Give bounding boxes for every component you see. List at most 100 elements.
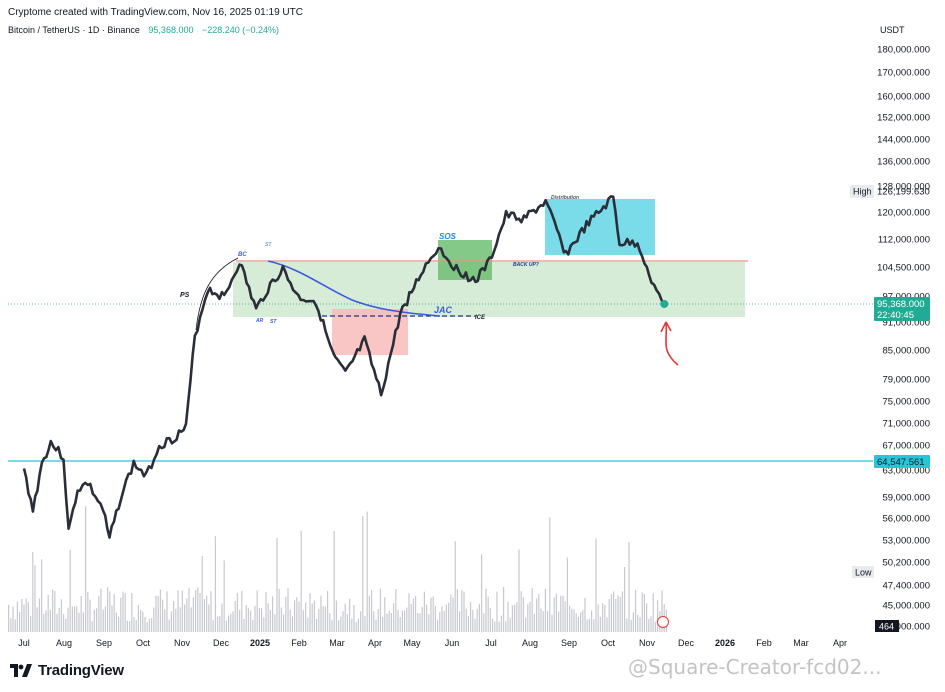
volume-bar bbox=[522, 597, 524, 632]
time-tick-label: Jun bbox=[445, 638, 460, 648]
volume-bar bbox=[146, 622, 148, 632]
tradingview-logo[interactable]: TradingView bbox=[10, 662, 124, 679]
volume-bar bbox=[175, 608, 177, 632]
volume-bar bbox=[100, 588, 102, 632]
support-level-tag bbox=[874, 455, 930, 468]
volume-bar bbox=[445, 604, 447, 632]
volume-bar bbox=[439, 612, 441, 632]
volume-bar bbox=[302, 610, 304, 632]
price-tick-label: 152,000.000 bbox=[877, 113, 930, 124]
volume-bar bbox=[483, 613, 485, 632]
volume-bar bbox=[346, 614, 348, 632]
volume-bar bbox=[335, 600, 337, 632]
volume-bar bbox=[582, 610, 584, 632]
volume-bar bbox=[298, 601, 300, 632]
volume-bar bbox=[230, 613, 232, 632]
volume-bar bbox=[624, 567, 626, 632]
volume-bar bbox=[437, 619, 439, 632]
volume-bar bbox=[214, 536, 216, 632]
volume-bar bbox=[151, 618, 153, 632]
volume-bar bbox=[245, 605, 247, 632]
volume-bar bbox=[52, 589, 54, 632]
volume-bar bbox=[43, 613, 45, 632]
volume-bar bbox=[190, 607, 192, 632]
volume-bar bbox=[366, 511, 368, 632]
volume-bar bbox=[388, 610, 390, 632]
volume-bar bbox=[404, 610, 406, 632]
volume-bar bbox=[164, 609, 166, 632]
volume-bar bbox=[555, 593, 557, 632]
volume-bar bbox=[465, 608, 467, 632]
price-tick-label: 71,000.000 bbox=[882, 419, 930, 430]
volume-bar bbox=[274, 614, 276, 632]
volume-bar bbox=[529, 601, 531, 632]
volume-bar bbox=[93, 609, 95, 632]
volume-bar bbox=[362, 516, 364, 632]
volume-bar bbox=[322, 606, 324, 632]
price-change: −228.240 (−0.24%) bbox=[201, 25, 280, 35]
volume-bar bbox=[349, 598, 351, 632]
time-tick-label: Dec bbox=[213, 638, 230, 648]
volume-bar bbox=[434, 606, 436, 632]
price-series bbox=[22, 195, 669, 539]
volume-bar bbox=[85, 506, 87, 632]
volume-bar bbox=[137, 604, 139, 632]
time-tick-label: Feb bbox=[291, 638, 307, 648]
jac-curve bbox=[267, 260, 441, 317]
volume-bar bbox=[608, 599, 610, 632]
volume-bar bbox=[467, 616, 469, 632]
volume-bar bbox=[395, 589, 397, 632]
volume-bar bbox=[654, 621, 656, 632]
volume-bar bbox=[639, 617, 641, 632]
symbol-name[interactable]: Bitcoin / TetherUS · 1D · Binance bbox=[8, 25, 140, 35]
volume-bar bbox=[267, 603, 269, 632]
volume-bar bbox=[474, 618, 476, 632]
volume-bar bbox=[82, 612, 84, 632]
volume-bar bbox=[168, 619, 170, 632]
price-tick-label: 50,200.000 bbox=[882, 558, 930, 569]
volume-bar bbox=[148, 619, 150, 632]
time-tick-label: Sep bbox=[561, 638, 577, 648]
annotation-label: ICE bbox=[475, 315, 486, 321]
volume-bar bbox=[584, 597, 586, 632]
volume-bar bbox=[223, 560, 225, 632]
volume-bar bbox=[173, 601, 175, 632]
volume-bar bbox=[595, 538, 597, 632]
price-tick-label: 75,000.000 bbox=[882, 397, 930, 408]
time-tick-label: Mar bbox=[793, 638, 809, 648]
volume-bar bbox=[96, 608, 98, 632]
volume-bar bbox=[617, 595, 619, 632]
volume-bar bbox=[124, 592, 126, 632]
volume-tag-text: 464 bbox=[879, 622, 894, 632]
high-tag bbox=[850, 185, 874, 198]
current-price-tag-text: 95,368.000 bbox=[877, 299, 925, 310]
currency-label: USDT bbox=[880, 25, 905, 35]
price-tick-label: 160,000.000 bbox=[877, 92, 930, 103]
volume-bar bbox=[357, 618, 359, 632]
volume-bar bbox=[562, 595, 564, 632]
volume-bar bbox=[63, 614, 65, 632]
volume-bar bbox=[291, 616, 293, 632]
volume-bar bbox=[8, 604, 10, 632]
price-tick-label: 112,000.000 bbox=[878, 235, 930, 246]
volume-bar bbox=[140, 609, 142, 632]
volume-bar bbox=[573, 609, 575, 632]
current-price-tag bbox=[874, 297, 930, 321]
price-tick-label: 42,000.000 bbox=[882, 622, 930, 633]
volume-bar bbox=[115, 612, 117, 632]
volume-bar bbox=[410, 603, 412, 632]
up-arrow bbox=[660, 321, 679, 366]
volume-bar bbox=[170, 611, 172, 632]
price-tick-label: 170,000.000 bbox=[877, 68, 930, 79]
volume-bar bbox=[454, 541, 456, 632]
volume-bar bbox=[89, 599, 91, 632]
volume-bar bbox=[377, 609, 379, 632]
volume-bar bbox=[179, 607, 181, 632]
volume-bar bbox=[155, 595, 157, 632]
volume-bar bbox=[419, 613, 421, 632]
time-tick-label: Nov bbox=[639, 638, 656, 648]
annotation-label: SOS bbox=[439, 232, 457, 241]
volume-bar bbox=[49, 609, 51, 632]
